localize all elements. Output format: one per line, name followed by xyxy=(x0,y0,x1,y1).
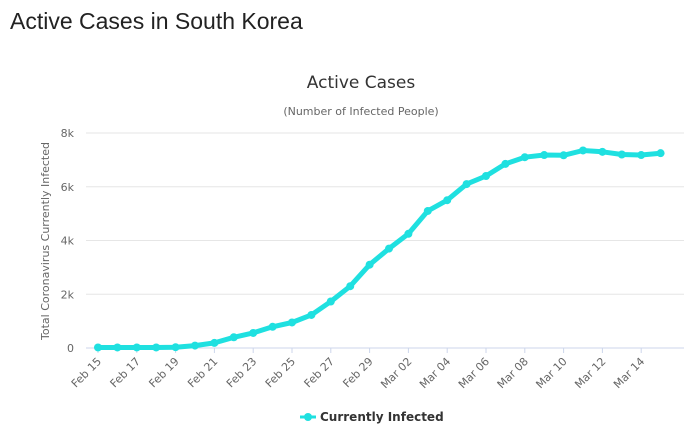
data-point[interactable] xyxy=(617,150,626,159)
data-point[interactable] xyxy=(540,151,549,160)
data-point[interactable] xyxy=(520,153,529,162)
y-axis-title: Total Coronavirus Currently Infected xyxy=(39,142,52,341)
x-tick-label: Feb 21 xyxy=(185,355,220,390)
data-point[interactable] xyxy=(482,172,490,180)
y-axis-ticks: 0 2k 4k 6k 8k xyxy=(61,127,75,355)
data-point[interactable] xyxy=(637,151,646,160)
y-tick-label: 8k xyxy=(61,127,75,140)
data-point[interactable] xyxy=(210,338,219,347)
x-tick-label: Feb 27 xyxy=(302,355,337,390)
data-point[interactable] xyxy=(579,146,587,155)
series-currently-infected xyxy=(94,146,665,352)
data-point[interactable] xyxy=(462,180,471,189)
page-title: Active Cases in South Korea xyxy=(10,8,303,34)
x-tick-label: Mar 10 xyxy=(533,355,569,391)
data-point[interactable] xyxy=(404,229,413,238)
data-point[interactable] xyxy=(443,196,452,205)
x-tick-label: Feb 19 xyxy=(146,355,181,390)
data-point[interactable] xyxy=(152,343,161,352)
x-tick-label: Feb 23 xyxy=(224,355,259,390)
data-point[interactable] xyxy=(326,297,335,306)
x-tick-label: Mar 06 xyxy=(456,355,492,391)
x-tick-label: Mar 14 xyxy=(611,355,647,391)
x-tick-label: Feb 25 xyxy=(263,355,298,390)
data-point[interactable] xyxy=(268,322,277,331)
data-point[interactable] xyxy=(132,343,141,352)
legend-marker-icon xyxy=(304,413,312,421)
data-point[interactable] xyxy=(559,151,568,160)
data-point[interactable] xyxy=(94,343,102,352)
data-point[interactable] xyxy=(288,318,296,327)
y-tick-label: 6k xyxy=(61,181,75,194)
gridlines xyxy=(86,132,684,349)
data-point[interactable] xyxy=(423,206,432,215)
x-tick-label: Mar 04 xyxy=(417,355,453,391)
x-tick-label: Mar 08 xyxy=(495,355,531,391)
data-point[interactable] xyxy=(307,310,316,319)
y-tick-label: 2k xyxy=(61,288,75,301)
x-tick-label: Feb 29 xyxy=(340,355,375,390)
x-tick-label: Feb 15 xyxy=(69,355,104,390)
data-point[interactable] xyxy=(229,333,238,342)
y-tick-label: 0 xyxy=(67,342,74,355)
x-tick-label: Feb 17 xyxy=(108,355,143,390)
y-tick-label: 4k xyxy=(61,235,75,248)
chart-title: Active Cases xyxy=(307,73,416,93)
legend-item-currently-infected[interactable]: Currently Infected xyxy=(320,410,444,424)
data-point[interactable] xyxy=(656,149,665,158)
x-tick-label: Mar 02 xyxy=(378,355,414,391)
data-point[interactable] xyxy=(385,244,393,253)
series-line xyxy=(95,148,664,350)
data-point[interactable] xyxy=(191,341,199,350)
data-point[interactable] xyxy=(346,282,355,291)
x-axis-ticks: Feb 15 Feb 17 Feb 19 Feb 21 Feb 23 Feb 25 Feb … xyxy=(69,348,647,391)
data-point[interactable] xyxy=(113,343,122,352)
data-point[interactable] xyxy=(598,147,607,156)
x-tick-label: Mar 12 xyxy=(572,355,608,391)
data-point[interactable] xyxy=(501,159,510,168)
chart-subtitle: (Number of Infected People) xyxy=(283,105,438,118)
data-point[interactable] xyxy=(171,343,180,352)
data-point[interactable] xyxy=(365,260,374,269)
data-point[interactable] xyxy=(249,328,258,337)
legend[interactable]: Currently Infected xyxy=(300,410,444,424)
